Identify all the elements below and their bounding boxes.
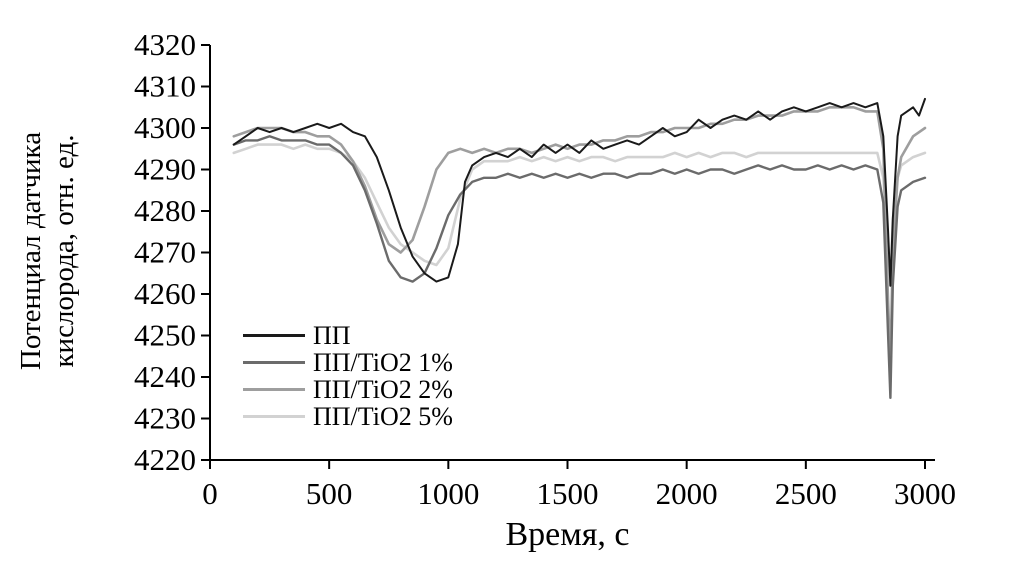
x-tick-label: 1000 xyxy=(417,476,479,511)
y-tick-label: 4250 xyxy=(134,318,196,353)
series-line-ПП/TiO2 1% xyxy=(232,135,927,399)
legend-label-pp-tio2-5: ПП/TiO2 5% xyxy=(313,402,453,431)
legend-label-pp-tio2-1: ПП/TiO2 1% xyxy=(313,348,453,377)
legend-swatch-pp-tio2-2 xyxy=(243,388,305,391)
y-tick-label: 4280 xyxy=(134,193,196,228)
y-tick-label: 4240 xyxy=(134,359,196,394)
y-tick-label: 4300 xyxy=(134,110,196,145)
y-tick-label: 4310 xyxy=(134,69,196,104)
x-tick-label: 0 xyxy=(202,476,218,511)
y-axis-title-line1: Потенциал датчика xyxy=(15,131,47,371)
legend-item-pp-tio2-5: ПП/TiO2 5% xyxy=(243,403,453,430)
legend-label-pp: ПП xyxy=(313,321,351,350)
series-line-ПП xyxy=(232,97,926,287)
x-tick-label: 2500 xyxy=(775,476,837,511)
y-tick-label: 4290 xyxy=(134,152,196,187)
x-tick-label: 2000 xyxy=(656,476,718,511)
legend: ПП ПП/TiO2 1% ПП/TiO2 2% ПП/TiO2 5% xyxy=(243,322,453,430)
series-line-ПП/TiO2 2% xyxy=(232,106,927,366)
y-tick-label: 4220 xyxy=(134,442,196,477)
x-tick-label: 500 xyxy=(306,476,353,511)
legend-swatch-pp-tio2-5 xyxy=(243,415,305,418)
legend-swatch-pp-tio2-1 xyxy=(243,361,305,364)
y-tick-label: 4260 xyxy=(134,276,196,311)
y-tick-label: 4320 xyxy=(134,27,196,62)
legend-item-pp: ПП xyxy=(243,322,453,349)
y-tick-label: 4270 xyxy=(134,235,196,270)
legend-swatch-pp xyxy=(243,334,305,337)
y-tick-label: 4230 xyxy=(134,401,196,436)
x-tick-label: 1500 xyxy=(537,476,599,511)
x-tick-label: 3000 xyxy=(894,476,956,511)
y-axis-title: Потенциал датчика кислорода, отн. ед. xyxy=(15,111,81,391)
x-axis-title: Время, с xyxy=(505,516,630,553)
legend-item-pp-tio2-1: ПП/TiO2 1% xyxy=(243,349,453,376)
legend-item-pp-tio2-2: ПП/TiO2 2% xyxy=(243,376,453,403)
y-axis-title-line2: кислорода, отн. ед. xyxy=(48,134,80,368)
legend-label-pp-tio2-2: ПП/TiO2 2% xyxy=(313,375,453,404)
